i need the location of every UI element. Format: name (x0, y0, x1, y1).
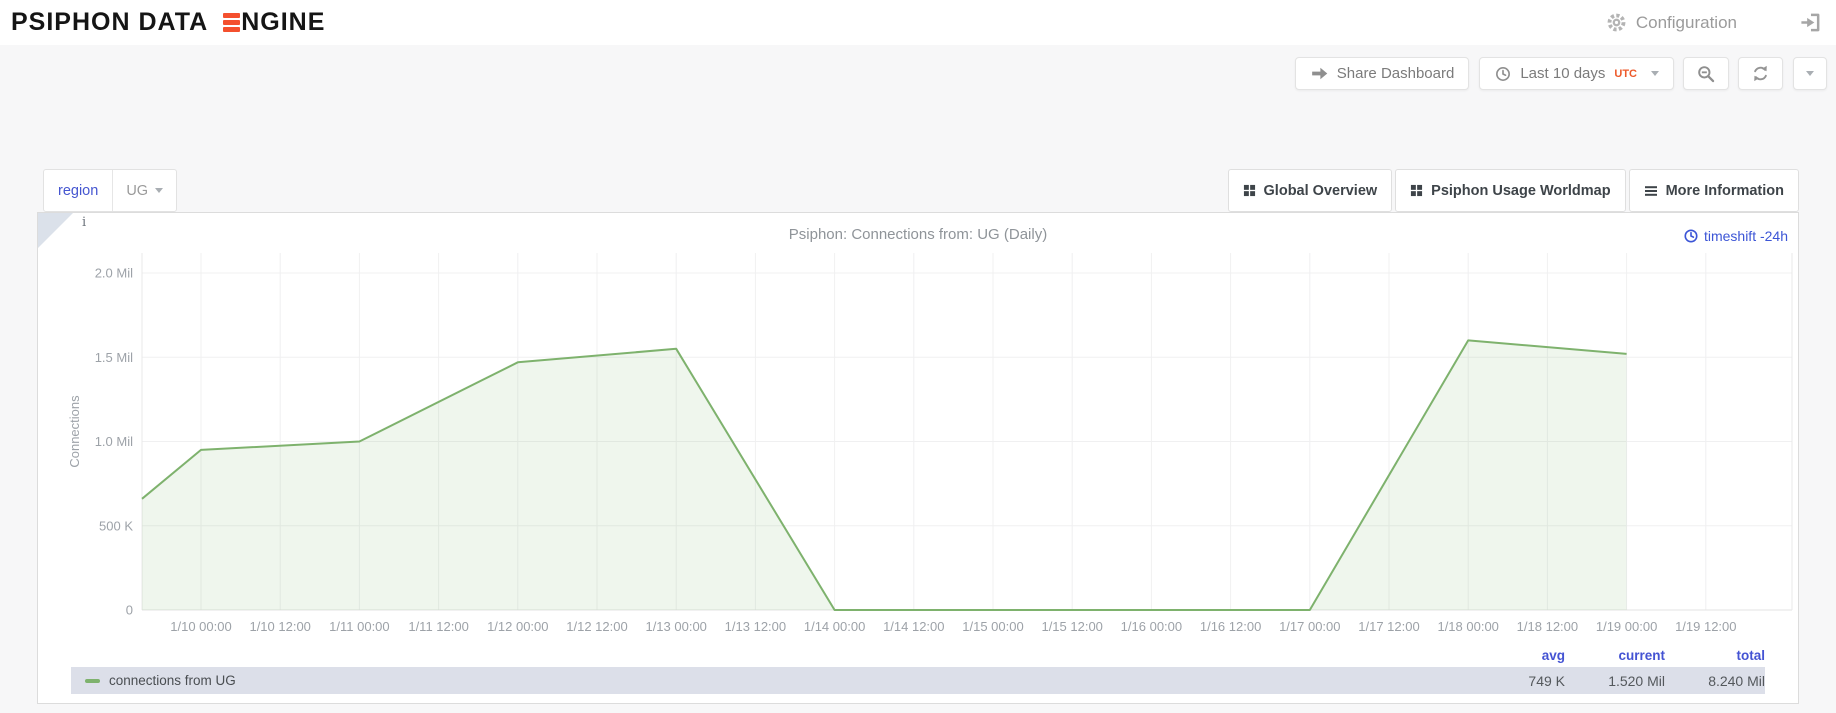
svg-text:1/17 12:00: 1/17 12:00 (1358, 619, 1419, 634)
logo-e-bars-icon (223, 13, 241, 32)
caret-down-icon (1651, 71, 1659, 76)
legend-column-current[interactable]: current (1618, 648, 1665, 663)
legend-column-total[interactable]: total (1736, 648, 1766, 663)
svg-text:1/11 12:00: 1/11 12:00 (408, 619, 468, 634)
legend-column-headers: avg current total (71, 648, 1765, 663)
svg-text:1/14 00:00: 1/14 00:00 (804, 619, 865, 634)
caret-down-icon (1806, 71, 1814, 76)
menu-icon (1644, 185, 1657, 196)
grid-icon (1411, 184, 1423, 197)
timeshift-label: timeshift -24h (1703, 228, 1788, 244)
sign-in-icon (1801, 13, 1820, 32)
svg-text:1/15 00:00: 1/15 00:00 (962, 619, 1023, 634)
share-dashboard-button[interactable]: Share Dashboard (1294, 57, 1470, 90)
stat-total-value: 8.240 Mil (1708, 672, 1765, 689)
stat-current-value: 1.520 Mil (1608, 672, 1665, 689)
svg-text:1/19 00:00: 1/19 00:00 (1596, 619, 1657, 634)
chart-panel: i Psiphon: Connections from: UG (Daily) … (37, 212, 1799, 704)
logo-text-prefix: PSIPHON DATA (11, 8, 216, 36)
region-value: UG (126, 182, 149, 199)
nav-button-usage-worldmap[interactable]: Psiphon Usage Worldmap (1395, 169, 1626, 212)
series-color-swatch (85, 678, 100, 683)
legend-column-avg[interactable]: avg (1541, 648, 1565, 663)
clock-icon (1496, 66, 1511, 81)
dashboard-toolbar: Share Dashboard Last 10 days UTC (0, 57, 1836, 90)
share-arrow-icon (1311, 67, 1328, 80)
svg-text:0: 0 (126, 603, 133, 618)
svg-text:1.5 Mil: 1.5 Mil (95, 350, 133, 365)
svg-text:1/16 00:00: 1/16 00:00 (1121, 619, 1182, 634)
svg-text:2.0 Mil: 2.0 Mil (95, 266, 133, 281)
timeshift-indicator[interactable]: timeshift -24h (1683, 228, 1788, 244)
svg-text:500 K: 500 K (99, 518, 133, 533)
topbar-actions: Configuration (1606, 11, 1822, 34)
time-range-label: Last 10 days (1520, 65, 1606, 82)
svg-text:Connections: Connections (67, 395, 82, 468)
svg-text:1/10 12:00: 1/10 12:00 (249, 619, 310, 634)
svg-text:1/13 00:00: 1/13 00:00 (645, 619, 706, 634)
app-logo: PSIPHON DATA NGINE (11, 8, 325, 37)
region-variable-label[interactable]: region (58, 182, 99, 199)
caret-down-icon (155, 188, 164, 193)
chart-svg[interactable]: 1/10 00:00 1/10 12:00 1/11 00:00 1/11 12:00… (38, 213, 1798, 645)
svg-text:1/10 00:00: 1/10 00:00 (170, 619, 231, 634)
refresh-icon (1754, 65, 1767, 82)
panel-title[interactable]: Psiphon: Connections from: UG (Daily) (788, 226, 1048, 243)
time-controls: Last 10 days UTC (1479, 57, 1783, 90)
region-variable-dropdown[interactable]: UG (112, 170, 176, 211)
top-navbar: PSIPHON DATA NGINE Configuration (0, 0, 1836, 45)
timezone-label: UTC (1614, 67, 1637, 80)
region-variable-control: region UG (43, 169, 178, 212)
svg-text:1/12 00:00: 1/12 00:00 (487, 619, 548, 634)
logo-text-suffix: NGINE (241, 8, 326, 36)
svg-text:1/18 12:00: 1/18 12:00 (1517, 619, 1578, 634)
vertical-spacer (0, 90, 1836, 169)
svg-text:1/19 12:00: 1/19 12:00 (1675, 619, 1736, 634)
legend-series-toggle[interactable]: connections from UG (71, 673, 236, 688)
refresh-button[interactable] (1738, 57, 1783, 90)
filter-row: region UG Global Overview Psiphon Usage … (0, 169, 1836, 212)
nav-button-global-overview[interactable]: Global Overview (1227, 169, 1393, 212)
sign-in-button[interactable] (1799, 11, 1822, 34)
share-dashboard-label: Share Dashboard (1336, 65, 1455, 82)
svg-text:1/13 12:00: 1/13 12:00 (725, 619, 786, 634)
series-label: connections from UG (109, 673, 236, 688)
zoom-out-icon (1698, 65, 1715, 82)
svg-text:1/14 12:00: 1/14 12:00 (883, 619, 944, 634)
zoom-out-button[interactable] (1683, 57, 1729, 90)
svg-text:1.0 Mil: 1.0 Mil (95, 434, 133, 449)
legend-stat-values: 749 K 1.520 Mil 8.240 Mil (1465, 673, 1765, 689)
chart-legend: avg current total connections from UG 74… (71, 648, 1765, 694)
svg-text:1/15 12:00: 1/15 12:00 (1041, 619, 1102, 634)
nav-button-more-information[interactable]: More Information (1628, 169, 1799, 212)
gear-icon (1607, 13, 1626, 32)
configuration-label: Configuration (1635, 12, 1737, 32)
dashboard-nav-buttons: Global Overview Psiphon Usage Worldmap M… (1227, 169, 1799, 212)
info-icon: i (82, 215, 87, 230)
toolbar-collapse-button[interactable] (1793, 57, 1827, 90)
svg-text:1/17 00:00: 1/17 00:00 (1279, 619, 1340, 634)
svg-text:1/16 12:00: 1/16 12:00 (1200, 619, 1261, 634)
svg-text:1/11 00:00: 1/11 00:00 (329, 619, 389, 634)
legend-row: connections from UG 749 K 1.520 Mil 8.24… (71, 667, 1765, 694)
grid-icon (1243, 184, 1255, 197)
timeshift-clock-icon (1684, 229, 1698, 243)
panel-info-corner[interactable]: i (38, 213, 86, 248)
configuration-menu[interactable]: Configuration (1606, 12, 1737, 33)
time-range-picker[interactable]: Last 10 days UTC (1479, 57, 1674, 90)
svg-text:1/12 12:00: 1/12 12:00 (566, 619, 627, 634)
svg-text:1/18 00:00: 1/18 00:00 (1437, 619, 1498, 634)
stat-avg-value: 749 K (1528, 672, 1565, 689)
